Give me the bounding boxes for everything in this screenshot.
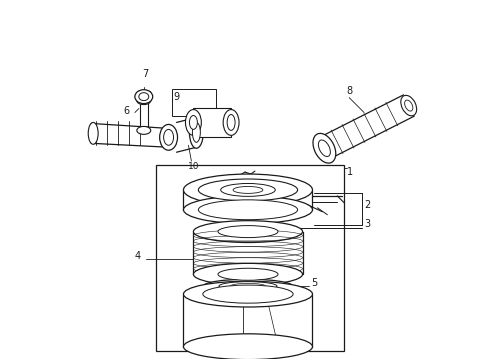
Ellipse shape	[203, 285, 293, 303]
Ellipse shape	[218, 268, 278, 280]
Ellipse shape	[203, 279, 293, 293]
Ellipse shape	[405, 100, 413, 111]
Ellipse shape	[218, 226, 278, 238]
Ellipse shape	[220, 184, 275, 196]
Ellipse shape	[223, 109, 239, 135]
Text: 9: 9	[173, 92, 180, 102]
Ellipse shape	[183, 196, 313, 224]
Ellipse shape	[190, 117, 203, 148]
Text: 5: 5	[312, 278, 318, 288]
Ellipse shape	[198, 179, 297, 201]
Text: 10: 10	[189, 162, 200, 171]
Ellipse shape	[318, 140, 330, 157]
Text: 7: 7	[143, 69, 149, 79]
Ellipse shape	[219, 282, 277, 291]
Text: 2: 2	[364, 200, 370, 210]
Ellipse shape	[185, 109, 201, 135]
Bar	[172, 89, 216, 117]
Bar	[156, 165, 344, 351]
Text: 6: 6	[124, 105, 130, 116]
Ellipse shape	[164, 129, 173, 145]
Text: 3: 3	[364, 219, 370, 229]
Ellipse shape	[313, 134, 336, 163]
Ellipse shape	[198, 200, 297, 220]
Ellipse shape	[183, 281, 313, 307]
Ellipse shape	[137, 96, 151, 105]
Ellipse shape	[233, 186, 263, 193]
Ellipse shape	[183, 174, 313, 206]
Ellipse shape	[401, 95, 416, 116]
Bar	[194, 108, 231, 137]
Ellipse shape	[139, 93, 149, 100]
Ellipse shape	[193, 122, 200, 142]
Ellipse shape	[88, 122, 98, 144]
Text: 8: 8	[346, 86, 352, 96]
Ellipse shape	[183, 334, 313, 360]
Ellipse shape	[135, 90, 153, 104]
Ellipse shape	[160, 125, 177, 150]
Text: 4: 4	[135, 251, 141, 261]
Ellipse shape	[227, 114, 235, 130]
Ellipse shape	[194, 221, 302, 243]
Ellipse shape	[190, 116, 197, 129]
Text: 1: 1	[347, 167, 353, 177]
Ellipse shape	[137, 126, 151, 134]
Ellipse shape	[194, 264, 302, 285]
